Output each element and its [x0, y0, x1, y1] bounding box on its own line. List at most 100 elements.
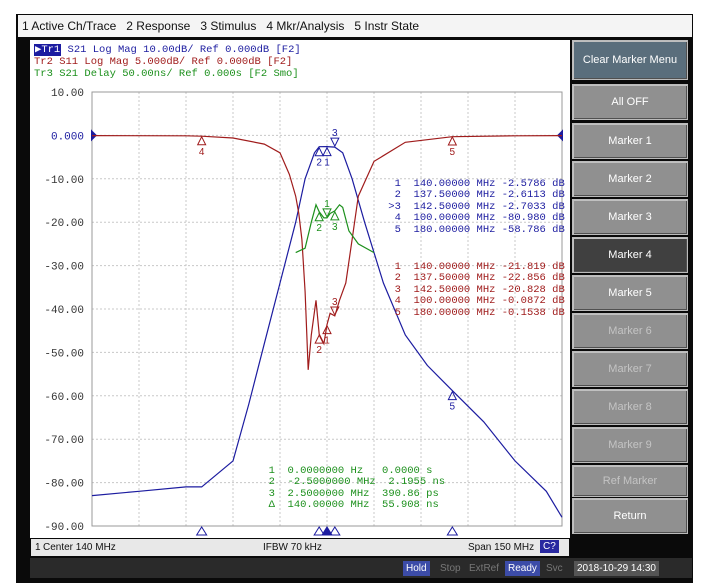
menu-mkr-analysis[interactable]: 4 Mkr/Analysis [266, 19, 345, 33]
tr3-marker-2-icon [314, 211, 324, 222]
tr3-marker-row: Δ 140.00000 MHz 55.908 ns [256, 500, 445, 511]
marker-number: Δ [256, 499, 288, 512]
tr2-marker-row: 2 137.50000 MHz -22.856 dB [382, 273, 565, 284]
tr2-marker-row: 4 100.00000 MHz -0.0872 dB [382, 296, 565, 307]
tr1-marker-1-icon [322, 146, 332, 157]
tr2-marker-row: 3 142.50000 MHz -20.828 dB [382, 283, 565, 296]
status-datetime: 2018-10-29 14:30 [574, 561, 659, 576]
marker-stimulus: 140.00000 MHz [287, 499, 370, 512]
menu-active-ch-trace[interactable]: 1 Active Ch/Trace [22, 19, 117, 33]
marker-number: 1 [256, 465, 288, 477]
marker-stimulus: 100.00000 MHz [413, 212, 496, 225]
marker-stimulus: 100.00000 MHz [413, 295, 496, 308]
tr1-marker-2-label: 2 [316, 158, 322, 169]
y-tick-label: -50.00 [44, 348, 84, 360]
marker-stimulus: 2.5000000 MHz [287, 487, 370, 500]
menu-stimulus[interactable]: 3 Stimulus [200, 19, 257, 33]
tr2-header[interactable]: Tr2 S11 Log Mag 5.000dB/ Ref 0.000dB [F2… [34, 56, 293, 68]
marker-response: -58.786 dB [495, 223, 565, 236]
marker-stimulus: 140.00000 MHz [413, 261, 496, 273]
y-tick-label: -30.00 [44, 262, 84, 274]
status-ifbw[interactable]: IFBW 70 kHz [263, 542, 322, 553]
tr3-marker-row: 2 -2.5000000 MHz 2.1955 ns [256, 477, 445, 488]
marker-response: -0.0872 dB [495, 295, 565, 308]
tr2-marker-5-label: 5 [450, 147, 456, 158]
tr1-active-badge[interactable]: ▶Tr1 [34, 44, 62, 56]
marker-number: 3 [256, 487, 288, 500]
tr1-marker-2-icon [314, 146, 324, 157]
menu-instr-state[interactable]: 5 Instr State [354, 19, 420, 33]
tr1-marker-row: >3 142.50000 MHz -2.7033 dB [382, 200, 565, 213]
tr3-marker-table: 1 0.0000000 Hz 0.0000 s 2 -2.5000000 MHz… [256, 465, 445, 512]
tr3-marker-3-icon [330, 210, 340, 221]
status-ready: Ready [505, 561, 540, 576]
softkey-marker-4[interactable]: Marker 4 [572, 237, 688, 273]
marker-stimulus: 0.0000000 Hz [287, 465, 364, 477]
y-tick-label: -20.00 [44, 218, 84, 230]
marker-number: 4 [382, 295, 414, 308]
marker-response: -21.819 dB [495, 261, 565, 273]
marker-number: 4 [382, 212, 414, 225]
trace-display[interactable]: 10.00 0.000 -10.00 -20.00 -30.00 -40.00 -50.00… [30, 40, 570, 538]
menu-bar: 1 Active Ch/Trace 2 Response 3 Stimulus … [18, 15, 692, 37]
marker-number: 5 [382, 223, 414, 236]
status-center-frequency[interactable]: Center 140 MHz [43, 542, 116, 553]
status-extref: ExtRef [469, 563, 500, 574]
tr1-header[interactable]: ▶Tr1 S21 Log Mag 10.00dB/ Ref 0.000dB [F… [34, 44, 301, 56]
tr3-marker-row: 1 0.0000000 Hz 0.0000 s [256, 465, 445, 477]
y-tick-label: -70.00 [44, 435, 84, 447]
marker-number: 2 [382, 272, 414, 285]
status-svc: Svc [546, 563, 563, 574]
tr3-header[interactable]: Tr3 S21 Delay 50.00ns/ Ref 0.000s [F2 Sm… [34, 68, 299, 80]
softkey-clear-marker-menu[interactable]: Clear Marker Menu [572, 40, 688, 80]
marker-response: 55.908 ns [369, 499, 439, 512]
tr3-marker-2-label: 2 [316, 223, 322, 234]
marker-number: >3 [382, 200, 414, 213]
stimulus-marker-icon [321, 526, 333, 536]
y-tick-label: -40.00 [44, 305, 84, 317]
softkey-marker-7: Marker 7 [572, 351, 688, 387]
channel-status-bar: 1 Center 140 MHz IFBW 70 kHz Span 150 MH… [31, 539, 569, 556]
tr2-marker-4-label: 4 [199, 147, 205, 158]
tr2-marker-2-label: 2 [316, 345, 322, 356]
tr1-marker-row: 1 140.00000 MHz -2.5786 dB [382, 178, 565, 190]
trace-plot[interactable]: 10.00 0.000 -10.00 -20.00 -30.00 -40.00 -50.00… [30, 40, 570, 538]
y-tick-label: 0.000 [51, 131, 84, 143]
tr1-marker-3-icon [330, 137, 340, 148]
status-span[interactable]: Span 150 MHz [468, 542, 535, 553]
menu-response[interactable]: 2 Response [126, 19, 191, 33]
marker-stimulus: 142.50000 MHz [413, 283, 496, 296]
tr2-marker-1-label: 1 [324, 336, 330, 347]
softkey-marker-5[interactable]: Marker 5 [572, 275, 688, 311]
status-hold: Hold [403, 561, 430, 576]
tr2-marker-1-icon [322, 324, 332, 335]
marker-response: 2.1955 ns [375, 476, 446, 489]
marker-stimulus: 137.50000 MHz [413, 272, 496, 285]
marker-response: -0.1538 dB [495, 306, 565, 319]
tr2-marker-3-label: 3 [332, 297, 338, 308]
softkey-return[interactable]: Return [572, 498, 688, 534]
status-stop: Stop [440, 563, 461, 574]
plot-border [91, 91, 563, 527]
status-channel-number: 1 [35, 542, 41, 553]
marker-response: -22.856 dB [495, 272, 565, 285]
softkey-marker-3[interactable]: Marker 3 [572, 199, 688, 235]
softkey-marker-2[interactable]: Marker 2 [572, 161, 688, 197]
stimulus-marker-icon [446, 526, 459, 536]
marker-response: -2.7033 dB [495, 200, 565, 213]
stimulus-marker-icon [195, 526, 208, 536]
tr1-marker-row: 2 137.50000 MHz -2.6113 dB [382, 190, 565, 201]
marker-number: 1 [382, 178, 414, 190]
stimulus-marker-icon [313, 526, 326, 536]
marker-stimulus: 180.00000 MHz [413, 306, 496, 319]
tr1-marker-row: 4 100.00000 MHz -80.980 dB [382, 213, 565, 224]
softkey-marker-6: Marker 6 [572, 313, 688, 349]
marker-stimulus: 180.00000 MHz [413, 223, 496, 236]
tr1-marker-5-label: 5 [450, 402, 456, 413]
tr2-marker-row: 5 180.00000 MHz -0.1538 dB [382, 306, 565, 319]
tr1-marker-5-icon [447, 390, 458, 401]
tr2-marker-5-icon [447, 135, 458, 146]
softkey-all-off[interactable]: All OFF [572, 84, 688, 120]
softkey-marker-1[interactable]: Marker 1 [572, 123, 688, 159]
